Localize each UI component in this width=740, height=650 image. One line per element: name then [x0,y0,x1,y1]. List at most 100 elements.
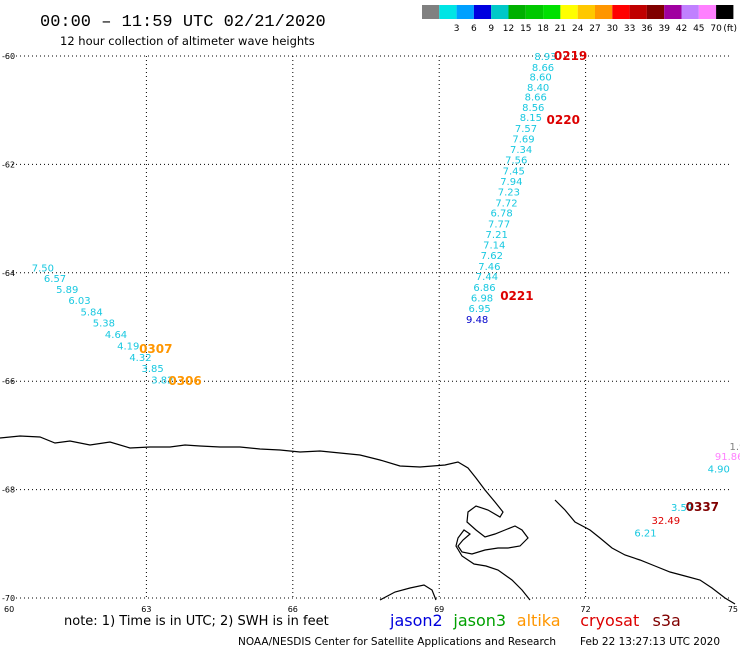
swh-value-label: 7.34 [510,145,532,156]
y-tick-label: -70 [2,594,15,603]
swh-value-label: 5.89 [56,285,78,296]
x-tick-label: 63 [141,605,151,614]
swh-value-label: 3.57 [671,503,693,514]
scale-tick-label: 45 [693,24,704,34]
swh-value-label: 8.66 [525,93,547,104]
time-label: 0337 [686,500,719,514]
x-tick-label: 60 [4,605,14,614]
scale-swatch [422,5,440,19]
y-tick-label: -66 [2,377,15,386]
scale-tick-label: 24 [572,24,584,34]
scale-tick-label: 33 [624,24,635,34]
swh-value-label: 8.66 [532,63,554,74]
swh-value-label: 8.40 [527,83,549,94]
swh-value-label: 5.38 [93,319,115,330]
legend-entry-jason3: jason3 [452,611,506,630]
scale-swatch [456,5,474,19]
legend-entry-jason2: jason2 [389,611,443,630]
scale-swatch [577,5,595,19]
swh-value-label: 7.23 [498,188,520,199]
scale-unit-label: (ft) [723,24,737,34]
lat-lon-grid [12,55,732,599]
scale-tick-label: 30 [607,24,619,34]
scale-swatch [612,5,630,19]
scale-tick-label: 3 [454,24,460,34]
scale-tick-label: 18 [537,24,549,34]
x-tick-label: 72 [581,605,591,614]
x-tick-label: 69 [434,605,444,614]
scale-tick-label: 15 [520,24,531,34]
y-tick-label: -62 [2,160,15,169]
scale-tick-label: 70 [710,24,722,34]
scale-tick-label: 36 [641,24,653,34]
time-label: 0307 [139,342,172,356]
swh-value-label: 7.57 [515,124,537,135]
plot-area [12,56,732,600]
scale-swatch [543,5,561,19]
swh-value-label: 6.03 [68,296,90,307]
scale-swatch [646,5,665,19]
swh-value-label: 6.98 [471,294,493,305]
swh-value-label: 7.69 [512,134,534,145]
time-label: 0220 [547,113,580,127]
swh-value-label: 7.56 [505,156,527,167]
x-tick-label: 75 [728,605,738,614]
scale-swatch [595,5,613,19]
scale-swatch [525,5,544,19]
footer-note: note: 1) Time is in UTC; 2) SWH is in fe… [64,614,329,629]
scale-tick-label: 21 [555,24,566,34]
scale-tick-label: 27 [589,24,600,34]
swh-value-label: 7.45 [503,166,525,177]
swh-value-label: 4.19 [117,341,139,352]
swh-value-label: 6.86 [473,283,495,294]
scale-swatch [698,5,717,19]
legend-entry-s3a: s3a [653,611,681,630]
swh-value-label: 6.21 [634,528,656,539]
time-label: 0219 [554,49,587,63]
swh-value-label: 4.64 [105,330,127,341]
swh-value-label: 7.72 [495,198,517,209]
scale-swatch [439,5,457,19]
swh-value-label: 3.85 [142,364,164,375]
scale-swatch [681,5,699,19]
y-tick-label: -68 [2,486,15,495]
scale-swatch [716,5,734,19]
swh-value-label: 1.97 [730,442,740,453]
scale-tick-label: 42 [676,24,687,34]
scale-tick-label: 6 [471,24,477,34]
time-label: 0221 [500,289,533,303]
swh-value-label: 7.62 [481,251,503,262]
swh-value-label: 4.90 [708,464,730,475]
swh-value-label: 8.56 [522,103,544,114]
color-scale-legend: 3 6 9 12 15 18 21 24 27 30 33 36 39 42 45 70 (ft) [422,5,737,34]
time-labels: 0219 0220 0221 0307 0306 0337 [139,49,719,514]
swh-value-label: 32.49 [651,516,680,527]
axis-tick-labels: -60 -62 -64 -66 -68 -70 60 63 66 69 72 75 [2,52,738,614]
swh-value-label: 3.82 [151,376,173,387]
legend-entry-altika: altika [517,611,561,630]
swh-value-label: 6.57 [44,274,66,285]
swh-data-labels: 8.938.668.608.408.668.568.157.577.697.34… [32,52,740,539]
swh-value-label: 5.84 [81,307,103,318]
swh-value-label: 7.21 [486,230,508,241]
scale-tick-label: 9 [488,24,494,34]
scale-swatch [560,5,578,19]
scale-swatch [473,5,492,19]
x-tick-label: 66 [288,605,298,614]
time-label: 0306 [168,374,201,388]
chart-subtitle: 12 hour collection of altimeter wave hei… [60,34,315,48]
swh-value-label: 9.48 [466,315,488,326]
scale-swatch [491,5,509,19]
scale-swatch [629,5,647,19]
swh-value-label: 8.15 [520,113,542,124]
swh-value-label: 7.77 [488,219,510,230]
swh-value-label: 7.46 [478,262,500,273]
y-tick-label: -60 [2,52,15,61]
swh-value-label: 6.95 [468,304,490,315]
swh-value-label: 8.60 [529,73,551,84]
satellite-legend: jason2 jason3 altika cryosat s3a [389,611,681,630]
scale-swatch [664,5,682,19]
swh-value-label: 7.44 [476,272,498,283]
antarctic-coastline [0,435,736,605]
